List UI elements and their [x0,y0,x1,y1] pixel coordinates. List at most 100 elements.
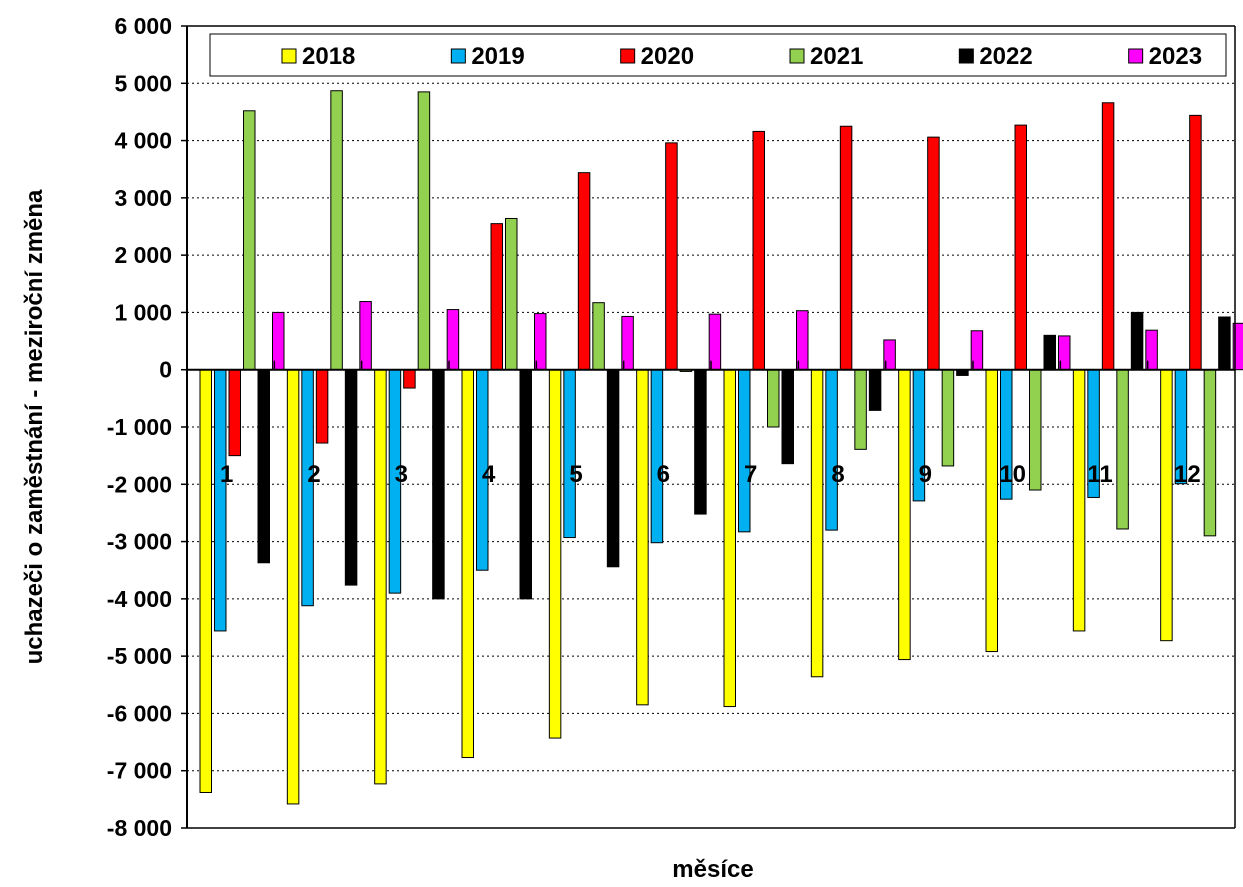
bar-2018-3 [374,369,387,785]
bar-2019-1 [214,369,227,632]
bar-2022-2 [344,369,358,586]
legend-swatch-2023 [1128,48,1144,64]
bar-2018-10 [985,369,998,653]
bar-2022-8 [868,369,882,411]
bar-2018-5 [548,369,562,739]
y-tick-label: 5 000 [114,70,172,96]
y-tick-label: 4 000 [114,128,172,154]
bar-2018-11 [1072,369,1086,632]
bar-2022-12 [1218,316,1231,371]
legend-label-2023: 2023 [1149,43,1202,70]
category-label: 7 [744,461,757,488]
bar-2020-12 [1189,114,1202,371]
category-label: 11 [1087,461,1112,488]
legend-swatch-2020 [620,48,636,64]
bar-2021-10 [1029,369,1042,491]
y-tick-labels: 6 000 5 000 4 000 3 000 2 000 1 000 0 -1 000 -2 … [107,13,172,841]
bar-2023-2 [359,301,372,371]
bar-2021-12 [1203,369,1217,537]
bar-2018-1 [199,369,212,793]
legend-swatch-2022 [958,48,974,64]
bar-2023-3 [446,309,460,371]
bar-2022-10 [1043,334,1056,371]
category-labels: 1 2 3 4 5 6 7 8 9 10 11 12 [220,461,1201,488]
bar-2020-11 [1101,102,1115,371]
bar-2018-6 [636,369,649,706]
bar-2018-12 [1160,369,1173,642]
bar-2020-2 [315,369,329,444]
bar-2020-9 [927,136,940,371]
y-tick-label: -8 000 [107,815,172,841]
bar-2019-5 [563,369,576,539]
y-tick-label: 2 000 [114,242,172,268]
category-label: 5 [569,461,582,488]
bar-2019-7 [738,369,751,533]
category-label: 4 [482,461,496,488]
bar-2021-1 [243,110,256,371]
legend-label-2022: 2022 [979,43,1032,70]
bar-2022-4 [519,369,532,600]
axes [181,25,1236,829]
y-tick-label: -7 000 [107,758,172,784]
bar-2022-6 [694,369,707,515]
y-axis-title: uchazeči o zaměstnání - meziroční změna [21,189,48,664]
y-tick-label: -1 000 [107,414,172,440]
bar-2020-10 [1014,124,1027,371]
bar-2020-3 [403,369,416,389]
y-tick-label: -2 000 [107,471,172,497]
legend-swatch-2019 [450,48,466,64]
category-label: 2 [307,461,320,488]
bar-2022-11 [1130,311,1144,371]
bar-2019-8 [825,369,838,531]
y-tick-label: -3 000 [107,529,172,555]
y-tick-label: 6 000 [114,13,172,39]
bar-2020-7 [752,130,765,371]
bar-2022-5 [606,369,620,568]
category-label: 3 [395,461,408,488]
y-tick-label: -6 000 [107,700,172,726]
legend-swatch-2018 [281,48,297,64]
bar-2019-6 [650,369,664,544]
bar-2018-7 [723,369,736,708]
y-tick-label: 1 000 [114,299,172,325]
bar-2018-2 [286,369,300,805]
y-tick-label: 0 [159,357,172,383]
y-tick-label: -4 000 [107,586,172,612]
bar-2021-11 [1116,369,1129,530]
bar-2020-1 [228,369,241,457]
category-label: 12 [1174,461,1201,488]
category-label: 8 [831,461,844,488]
bar-2022-3 [432,369,445,600]
category-label: 6 [657,461,670,488]
legend-label-2020: 2020 [641,43,694,70]
category-label: 1 [220,461,233,488]
x-axis-title: měsíce [672,856,753,882]
category-label: 10 [999,461,1026,488]
bar-2021-5 [592,302,605,371]
bar-2018-9 [898,369,911,661]
bar-2018-4 [461,369,474,759]
bar-2020-4 [490,223,503,371]
bar-2021-7 [767,369,780,428]
bar-2022-7 [781,369,794,465]
y-tick-label: -5 000 [107,643,172,669]
bar-2023-12 [1232,322,1243,371]
bar-2021-4 [505,217,518,371]
legend-label-2021: 2021 [810,43,863,70]
bar-2021-8 [854,369,867,450]
bar-2018-8 [810,369,824,678]
legend-label-2018: 2018 [302,43,355,70]
bar-2020-6 [665,142,678,371]
y-tick-label: 3 000 [114,185,172,211]
bar-2020-5 [577,172,591,371]
bar-2021-9 [941,369,955,467]
bar-2020-8 [839,125,853,371]
legend-label-2019: 2019 [471,43,524,70]
legend-box [209,33,1227,77]
bar-2021-2 [330,90,343,371]
category-label: 9 [919,461,932,488]
bar-2021-3 [417,91,431,371]
legend: 2018 2019 2020 2021 2022 2023 [209,33,1227,77]
